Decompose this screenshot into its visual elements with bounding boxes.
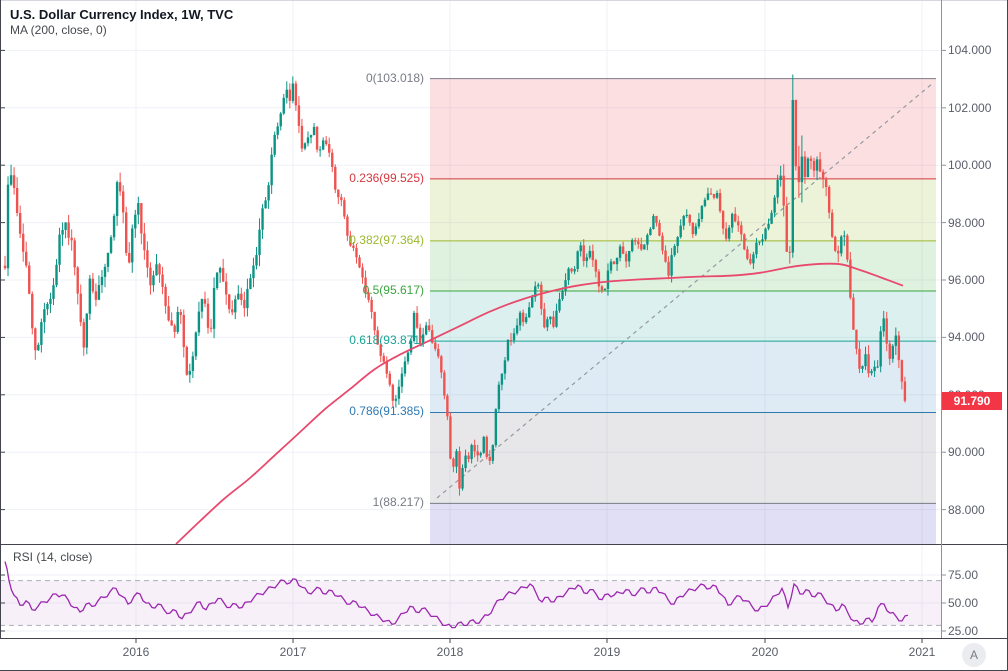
fib-bands-layer	[430, 78, 936, 544]
fib-level-label[interactable]: 0.5(95.617)	[362, 282, 424, 297]
chart-legend: U.S. Dollar Currency Index, 1W, TVC MA (…	[10, 7, 233, 38]
rsi-line	[4, 561, 909, 629]
fib-level-label[interactable]: 0.236(99.525)	[349, 170, 424, 185]
fib-level-label[interactable]: 0(103.018)	[365, 70, 424, 85]
ma-200-line	[175, 262, 904, 545]
year-tick-label: 2020	[751, 645, 779, 659]
fib-level-label[interactable]: 0.786(91.385)	[349, 404, 424, 419]
rsi-tick-label: 75.00	[948, 568, 979, 582]
price-tick-label: 94.000	[948, 330, 985, 345]
year-tick-label: 2021	[908, 645, 936, 659]
year-tick-label: 2017	[279, 645, 307, 659]
rsi-layer	[0, 561, 941, 629]
price-tick-label: 98.000	[948, 215, 985, 230]
trendline[interactable]	[436, 82, 934, 499]
price-tick-label: 96.000	[948, 273, 985, 287]
last-price-badge: 91.790	[942, 391, 1002, 410]
fib-level-label[interactable]: 0.618(93.871)	[349, 333, 424, 348]
price-tick-label: 90.000	[948, 445, 985, 460]
rsi-tick-label: 50.00	[948, 596, 979, 610]
year-tick-label: 2016	[122, 645, 150, 659]
rsi-indicator-legend: RSI (14, close)	[13, 550, 93, 564]
year-tick-label: 2018	[436, 645, 464, 659]
candles-layer	[3, 74, 907, 496]
fib-level-label[interactable]: 0.382(97.364)	[349, 232, 424, 247]
price-tick-label: 88.000	[948, 502, 985, 517]
fib-level-label[interactable]: 1(88.217)	[372, 495, 424, 510]
year-tick-label: 2019	[593, 645, 621, 659]
price-tick-label: 102.000	[948, 100, 992, 115]
symbol-title: U.S. Dollar Currency Index, 1W, TVC	[10, 7, 234, 22]
rsi-tick-label: 25.00	[948, 624, 979, 638]
price-tick-label: 104.000	[948, 43, 992, 58]
ma-indicator-legend: MA (200, close, 0)	[10, 23, 107, 37]
fib-lines-layer	[430, 78, 936, 504]
price-tick-label: 100.000	[948, 158, 992, 173]
auto-scale-button[interactable]: A	[962, 643, 986, 667]
